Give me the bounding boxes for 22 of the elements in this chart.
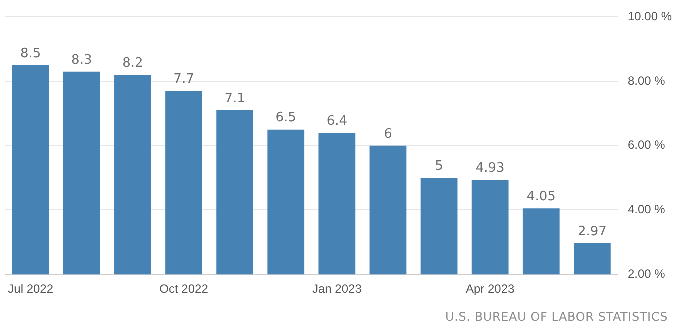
data-label: 7.1 <box>224 91 246 106</box>
x-tick-label: Jan 2023 <box>312 282 362 296</box>
y-tick-label: 8.00 % <box>628 74 666 88</box>
y-tick-label: 2.00 % <box>628 266 666 281</box>
data-label: 4.93 <box>476 161 505 176</box>
x-tick-label: Oct 2022 <box>160 282 209 296</box>
data-label: 8.2 <box>122 56 144 71</box>
data-label: 8.3 <box>72 52 92 68</box>
data-label: 6.5 <box>276 110 296 126</box>
text: U.S. BUREAU OF LABOR STATISTICS <box>446 310 668 324</box>
x-tick-label: Apr 2023 <box>466 282 516 296</box>
data-label: 5 <box>435 158 444 174</box>
y-tick-label: 4.00 % <box>628 202 666 217</box>
data-label: 8.5 <box>20 46 42 62</box>
data-label: 6 <box>384 126 392 142</box>
data-label: 6.4 <box>326 114 348 129</box>
x-tick-label: Jul 2022 <box>8 282 54 296</box>
data-label: 4.05 <box>526 190 556 205</box>
data-label: 7.7 <box>174 72 194 88</box>
y-tick-label: 10.00 % <box>628 10 672 24</box>
y-tick-label: 6.00 % <box>628 138 666 152</box>
data-label: 2.97 <box>578 224 607 240</box>
